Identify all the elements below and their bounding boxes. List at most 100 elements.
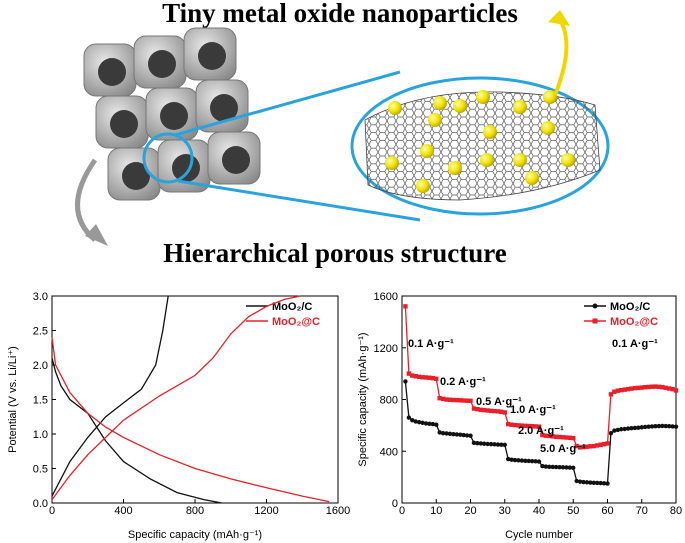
annotation: 5.0 A·g⁻¹ xyxy=(540,443,586,455)
data-point xyxy=(499,409,504,414)
x-tick-label: 70 xyxy=(636,505,648,517)
data-point xyxy=(529,459,535,464)
data-point xyxy=(577,479,583,484)
data-point xyxy=(533,459,538,464)
data-point xyxy=(598,442,603,447)
y-tick-label: 2.5 xyxy=(33,326,48,338)
data-point xyxy=(488,408,494,414)
data-point xyxy=(533,424,538,429)
data-point xyxy=(595,443,600,448)
grey-arrowhead xyxy=(85,224,108,246)
data-point xyxy=(673,388,679,393)
data-point xyxy=(526,458,531,464)
data-point xyxy=(434,376,439,381)
data-point xyxy=(475,407,480,412)
data-point xyxy=(595,480,600,486)
data-point xyxy=(605,441,610,446)
data-point xyxy=(423,421,429,426)
y-tick-label: 400 xyxy=(380,446,398,458)
data-point xyxy=(663,423,668,429)
legend-label: MoO₂/C xyxy=(610,301,650,313)
nanoparticle xyxy=(476,90,490,104)
data-point xyxy=(666,423,672,429)
nanoparticle xyxy=(448,161,462,175)
x-tick-label: 60 xyxy=(601,505,613,517)
data-point xyxy=(464,433,470,438)
data-point xyxy=(495,409,501,414)
annotation: 1.0 A·g⁻¹ xyxy=(510,404,556,416)
data-point xyxy=(475,441,480,446)
x-axis-title: Specific capacity (mAh·g⁻¹) xyxy=(128,529,262,541)
data-point xyxy=(458,398,463,403)
data-point xyxy=(550,464,555,470)
x-tick-label: 50 xyxy=(567,505,579,517)
data-point xyxy=(416,419,422,425)
data-point xyxy=(567,465,573,470)
data-point xyxy=(519,423,525,428)
data-point xyxy=(468,433,473,438)
x-tick-label: 30 xyxy=(499,505,511,517)
y-tick-label: 0.0 xyxy=(33,498,48,510)
data-point xyxy=(505,456,511,462)
data-point xyxy=(642,424,648,430)
data-point xyxy=(574,478,579,484)
data-point xyxy=(619,427,624,432)
data-point xyxy=(440,430,446,436)
cell-pore xyxy=(160,102,188,130)
data-point xyxy=(588,480,593,485)
data-point xyxy=(447,431,453,436)
data-point xyxy=(509,457,514,462)
data-point xyxy=(519,458,525,463)
data-point xyxy=(478,407,483,413)
data-point xyxy=(502,410,507,415)
data-point xyxy=(564,435,569,440)
data-point xyxy=(523,458,528,464)
data-point xyxy=(406,415,412,420)
data-point xyxy=(440,396,446,402)
cell-pore xyxy=(198,42,226,70)
x-tick-label: 400 xyxy=(114,505,132,517)
data-point xyxy=(437,396,442,401)
x-tick-label: 1200 xyxy=(254,505,278,517)
nanoparticle xyxy=(453,99,467,113)
yellow-arrowhead xyxy=(548,10,570,26)
data-point xyxy=(444,397,449,402)
data-point xyxy=(492,408,497,414)
data-point xyxy=(502,442,507,447)
data-point xyxy=(482,407,487,413)
data-point xyxy=(622,426,627,432)
data-point xyxy=(423,375,429,380)
annotation: 0.2 A·g⁻¹ xyxy=(440,376,486,388)
data-point xyxy=(581,479,586,485)
data-point xyxy=(615,427,620,433)
zoom-lines xyxy=(142,70,610,222)
data-point xyxy=(660,385,665,390)
data-point xyxy=(557,464,562,470)
data-point xyxy=(454,397,459,403)
x-tick-label: 80 xyxy=(670,505,682,517)
data-point xyxy=(625,426,631,431)
data-point xyxy=(591,443,596,449)
data-point xyxy=(451,397,456,403)
data-point xyxy=(622,387,627,392)
data-point xyxy=(584,480,590,485)
data-point xyxy=(458,432,463,437)
data-point xyxy=(540,432,545,438)
data-point xyxy=(420,420,425,425)
cell-pore xyxy=(172,154,200,182)
data-point xyxy=(547,433,552,439)
nanoparticle xyxy=(513,100,527,114)
data-point xyxy=(468,398,473,403)
data-point xyxy=(608,392,614,397)
legend-marker xyxy=(592,303,598,309)
data-point xyxy=(601,481,607,486)
cell-pore xyxy=(122,162,150,190)
x-tick-label: 40 xyxy=(533,505,545,517)
data-point xyxy=(588,444,593,449)
data-point xyxy=(482,441,487,446)
nanoparticle xyxy=(416,179,430,193)
data-point xyxy=(642,385,648,390)
data-point xyxy=(574,443,579,449)
data-point xyxy=(581,444,586,450)
